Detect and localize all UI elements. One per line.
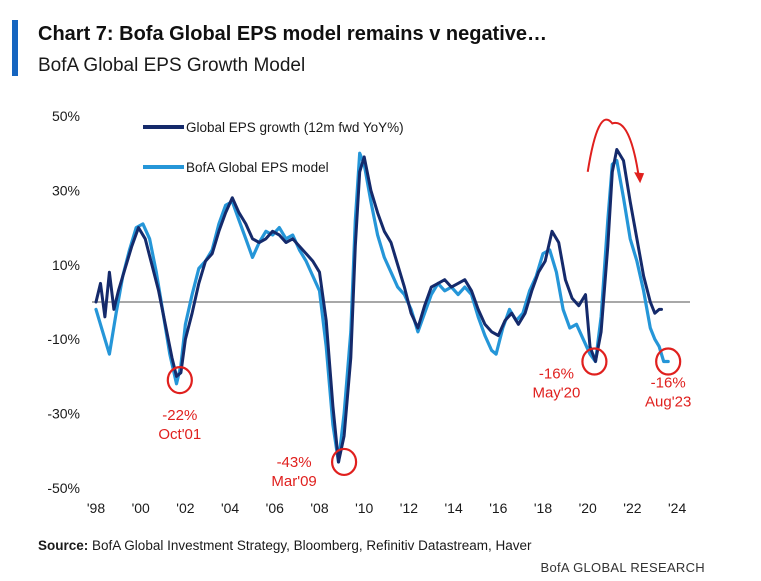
x-tick-label: '18 [534, 500, 552, 516]
x-tick-label: '06 [266, 500, 284, 516]
brand-label: BofA GLOBAL RESEARCH [540, 560, 705, 575]
annotation-value: -16% [539, 366, 574, 383]
series-line-bofa-model [94, 151, 670, 464]
y-tick-label: 50% [52, 108, 80, 124]
x-tick-label: '20 [579, 500, 597, 516]
annotation-value: -43% [277, 454, 312, 471]
chart-title: Chart 7: Bofa Global EPS model remains v… [38, 23, 548, 45]
trend-arrow-head [634, 172, 645, 184]
source-note: Source: BofA Global Investment Strategy,… [38, 538, 531, 553]
x-tick-label: '08 [310, 500, 328, 516]
x-tick-label: '02 [176, 500, 194, 516]
y-tick-label: -30% [47, 406, 80, 422]
x-tick-label: '16 [489, 500, 507, 516]
x-tick-label: '22 [623, 500, 641, 516]
y-tick-label: -50% [47, 480, 80, 496]
annotation-date: Aug'23 [645, 394, 691, 411]
x-tick-label: '14 [444, 500, 462, 516]
legend-label: Global EPS growth (12m fwd YoY%) [186, 120, 404, 135]
x-tick-label: '98 [87, 500, 105, 516]
y-axis-ticks: 50% 30% 10% -10% -30% -50% [47, 108, 80, 496]
annotation-date: Mar'09 [271, 473, 316, 490]
annotation-circle [655, 347, 682, 376]
x-tick-label: '00 [132, 500, 150, 516]
y-tick-label: 10% [52, 257, 80, 273]
annotation-date: May'20 [532, 385, 580, 402]
legend: Global EPS growth (12m fwd YoY%) BofA Glo… [143, 120, 404, 175]
source-label: Source: [38, 538, 89, 553]
annotation-layer: -22% Oct'01 -43% Mar'09 -16% May'20 -16% Aug'23 [158, 118, 691, 490]
annotation-date: Oct'01 [158, 426, 201, 443]
annotation-value: -16% [651, 375, 686, 392]
annotation-circle [166, 366, 193, 395]
x-axis-ticks: '98 '00 '02 '04 '06 '08 '10 '12 '14 '16 '18 '20 '22 '… [87, 500, 687, 516]
annotation-value: -22% [162, 407, 197, 424]
legend-label: BofA Global EPS model [186, 160, 329, 175]
source-text: BofA Global Investment Strategy, Bloombe… [92, 538, 532, 553]
x-tick-label: '04 [221, 500, 239, 516]
y-tick-label: 30% [52, 182, 80, 198]
annotation-circle [330, 447, 358, 477]
x-tick-label: '24 [668, 500, 686, 516]
x-tick-label: '12 [400, 500, 418, 516]
chart-subtitle: BofA Global EPS Growth Model [38, 55, 306, 76]
x-tick-label: '10 [355, 500, 373, 516]
accent-bar [12, 20, 18, 76]
trend-arrow [586, 118, 641, 180]
annotation-circle [581, 347, 608, 376]
y-tick-label: -10% [47, 331, 80, 347]
